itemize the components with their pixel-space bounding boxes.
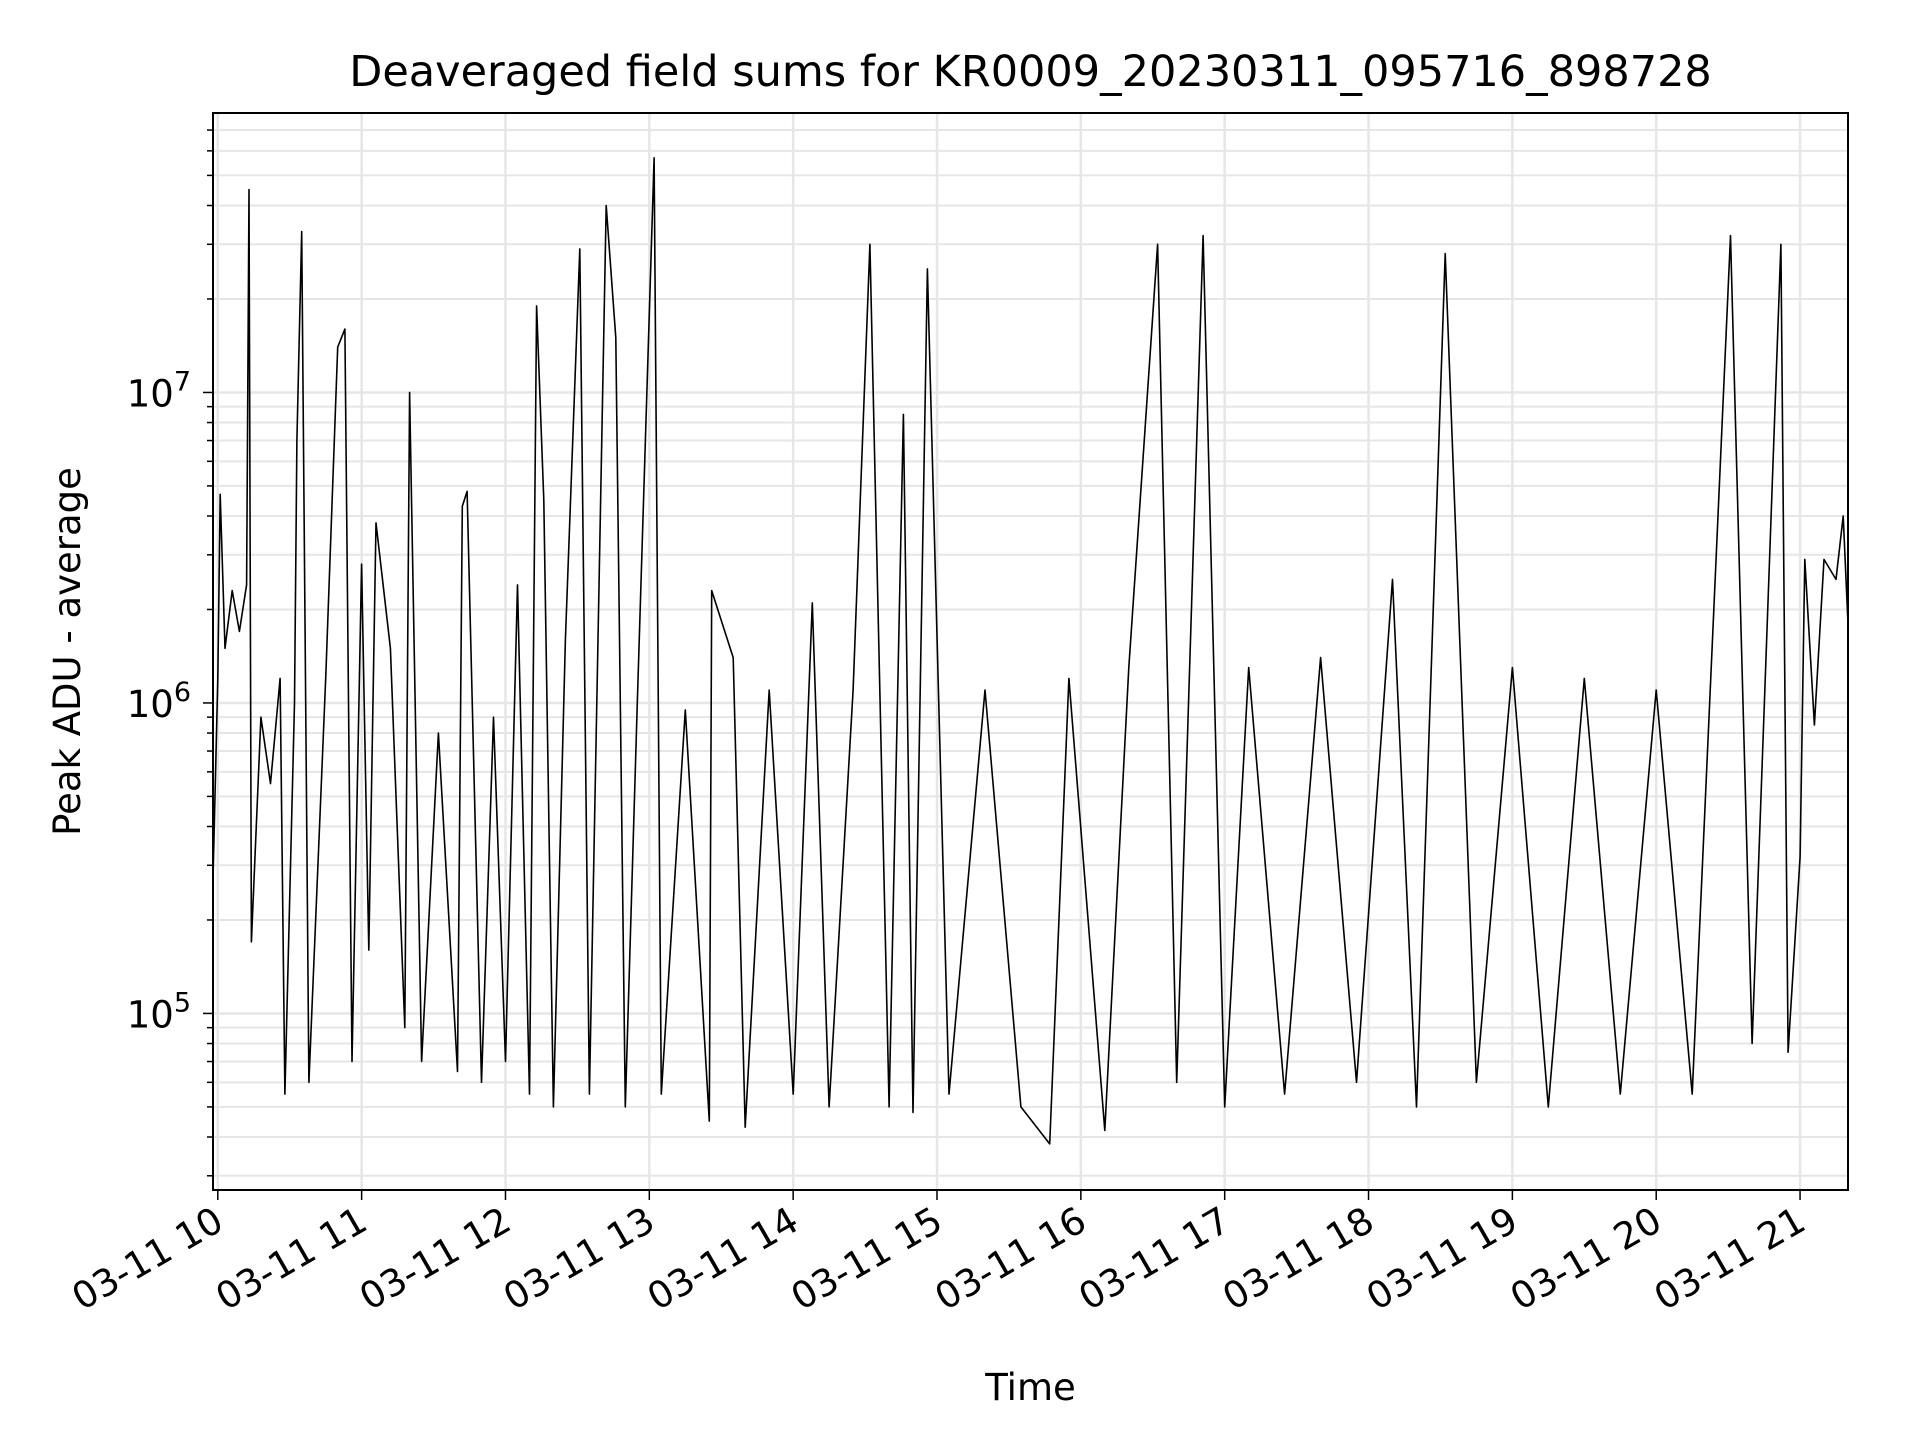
- chart-title: Deaveraged field sums for KR0009_2023031…: [349, 47, 1712, 97]
- x-axis-label: Time: [984, 1366, 1076, 1409]
- series-area: [212, 157, 1849, 1145]
- y-tick-label: 105: [127, 987, 191, 1036]
- plot-frame: [212, 112, 1849, 1191]
- series-line: [212, 157, 1849, 1145]
- y-tick-label: 107: [127, 366, 191, 415]
- y-tick-label: 106: [127, 677, 191, 726]
- grid: [213, 113, 1848, 1190]
- y-axis-label: Peak ADU - average: [46, 467, 89, 836]
